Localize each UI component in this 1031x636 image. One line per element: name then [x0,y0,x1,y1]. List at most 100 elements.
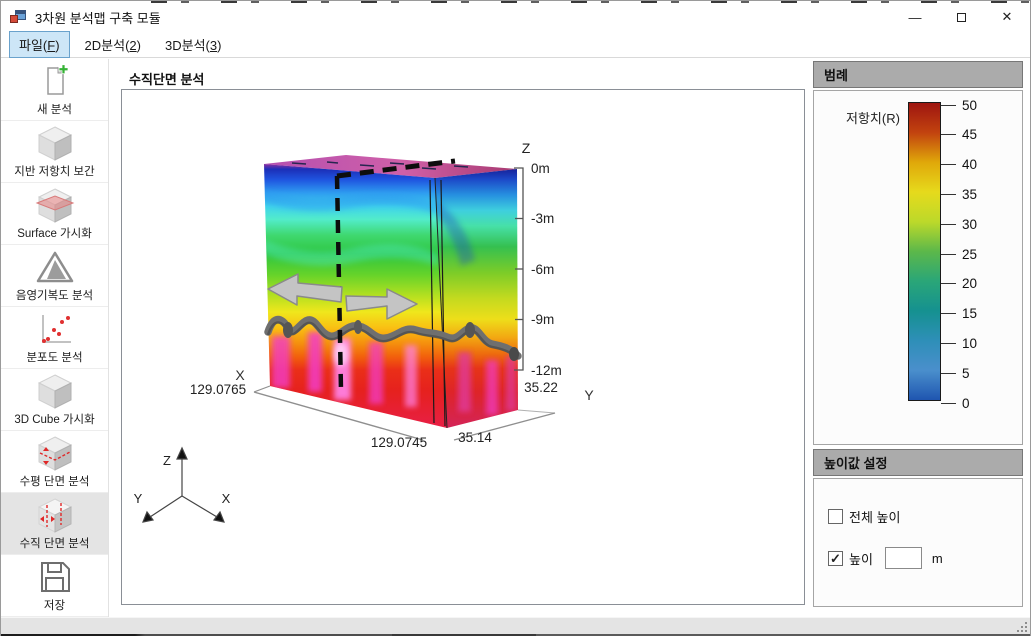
sidebar-item-distribution-analysis[interactable]: 분포도 분석 [1,307,108,369]
height-settings-header: 높이값 설정 [813,449,1023,476]
section-move-arrows [267,273,418,320]
sidebar-item-label: 음영기복도 분석 [15,290,94,302]
sidebar-item-resistivity-interpolation[interactable]: 지반 저항치 보간 [1,121,108,183]
legend-body: 저항치(R) 50 45 40 35 30 25 20 15 10 5 0 [813,90,1023,445]
full-height-row: 전체 높이 [828,507,900,526]
menu-2d-analysis[interactable]: 2D분석(2) [84,37,141,53]
move-left-arrow[interactable] [267,273,343,306]
surface-cube-icon [35,186,75,224]
window-title: 3차원 분석맵 구축 모듈 [35,10,161,26]
vertical-section-groupbox: 수직단면 분석 [113,61,807,609]
title-bar: 3차원 분석맵 구축 모듈 — ✕ [1,3,1030,31]
maximize-icon [956,12,966,22]
sidebar-item-horizontal-section-analysis[interactable]: 수평 단면 분석 [1,431,108,493]
y-axis: 35.14 35.22 Y [453,380,594,445]
z-tick-0: 0m [531,161,550,176]
sidebar-item-label: 지반 저항치 보간 [14,166,95,178]
full-height-checkbox[interactable] [828,509,843,524]
sidebar-item-vertical-section-analysis[interactable]: 수직 단면 분석 [1,493,108,555]
minimize-button[interactable]: — [908,9,922,25]
move-right-arrow[interactable] [345,288,418,320]
legend-tick: 35 [941,185,977,203]
legend-tick: 5 [941,364,970,382]
legend-tick: 50 [941,96,977,114]
cube-icon [35,124,75,162]
full-height-label: 전체 높이 [849,510,901,525]
sidebar-item-label: 저장 [43,600,66,612]
z-tick-4: -12m [531,363,562,378]
legend-tick: 20 [941,275,977,293]
legend-tick: 10 [941,334,977,352]
legend-header: 범례 [813,61,1023,88]
legend-tick: 15 [941,305,977,323]
sidebar-item-label: 수평 단면 분석 [19,476,90,488]
triad-x-label: X [222,491,231,506]
legend-panel: 범례 저항치(R) 50 45 40 35 30 25 20 15 10 5 0 [813,61,1023,447]
sidebar-item-new-analysis[interactable]: 새 분석 [1,59,108,121]
sidebar-item-surface-visualization[interactable]: Surface 가시화 [1,183,108,245]
x-axis-start: 129.0765 [190,382,246,397]
triad-z-label: Z [163,453,171,468]
x-axis-end: 129.0745 [371,435,427,450]
toolbar-sidebar: 새 분석 지반 저항치 보간 Surface 가시화 [1,59,109,617]
cube-front-edge [434,177,448,429]
hillshade-icon [35,248,75,286]
legend-tick: 40 [941,156,977,174]
sidebar-item-label: 새 분석 [37,104,72,116]
x-axis: X 129.0765 129.0745 [190,367,427,450]
sidebar-item-label: 3D Cube 가시화 [14,414,95,426]
menu-3d-analysis[interactable]: 3D분석(3) [165,37,222,53]
sidebar-item-label: 분포도 분석 [26,352,83,364]
section-dashed-line[interactable] [334,158,456,392]
close-button[interactable]: ✕ [1001,9,1013,24]
y-axis-near: 35.14 [458,430,492,445]
sidebar-item-label: 수직 단면 분석 [19,538,90,550]
y-axis-far: 35.22 [524,380,558,395]
vertical-section-icon [35,496,75,534]
menu-bar: 파일(F) 2D분석(2) 3D분석(3) [1,30,1030,58]
status-bar [1,617,1030,634]
height-checkbox[interactable] [828,550,843,566]
height-row: 높이 m [828,547,943,569]
legend-tick-labels: 50 45 40 35 30 25 20 15 10 5 0 [941,98,1011,411]
cube-top-face [264,155,517,178]
legend-series-label: 저항치(R) [846,111,900,126]
legend-tick: 30 [941,215,977,233]
y-axis-title: Y [584,387,594,403]
legend-colorbar [908,102,941,401]
sidebar-item-hillshade-analysis[interactable]: 음영기복도 분석 [1,245,108,307]
sidebar-item-3d-cube-visualization[interactable]: 3D Cube 가시화 [1,369,108,431]
height-unit-label: m [931,550,943,566]
menu-file[interactable]: 파일(F) [9,30,70,58]
groupbox-title: 수직단면 분석 [129,72,205,87]
taskbar-edge [1,634,1030,636]
save-icon [35,558,75,596]
3d-viewport[interactable]: Z 0m -3m -6m -9m -12m X 129.0765 129.074… [121,89,805,605]
legend-tick: 0 [941,394,970,412]
horizontal-section-icon [35,434,75,472]
new-analysis-icon [35,62,75,100]
sidebar-item-label: Surface 가시화 [17,228,92,240]
height-label: 높이 [849,551,873,567]
z-tick-1: -3m [531,211,554,226]
orientation-triad: Z Y X [134,446,231,523]
z-tick-2: -6m [531,262,554,277]
height-settings-body: 전체 높이 높이 m [813,478,1023,607]
maximize-button[interactable] [938,3,984,31]
sidebar-item-save[interactable]: 저장 [1,555,108,617]
background-window-edge [151,1,1030,3]
app-icon [10,10,26,24]
cube-icon [35,372,75,410]
scatter-icon [35,310,75,348]
height-input[interactable] [884,547,922,569]
horizon-ribbon [264,315,522,361]
z-tick-3: -9m [531,312,554,327]
x-axis-title: X [235,367,245,383]
resize-grip[interactable] [1014,619,1027,632]
z-axis: Z 0m -3m -6m -9m -12m [514,140,562,378]
section-plane-lines [429,179,446,427]
legend-tick: 25 [941,245,977,263]
legend-tick: 45 [941,126,977,144]
height-settings-panel: 높이값 설정 전체 높이 높이 m [813,449,1023,609]
z-axis-title: Z [522,140,531,156]
